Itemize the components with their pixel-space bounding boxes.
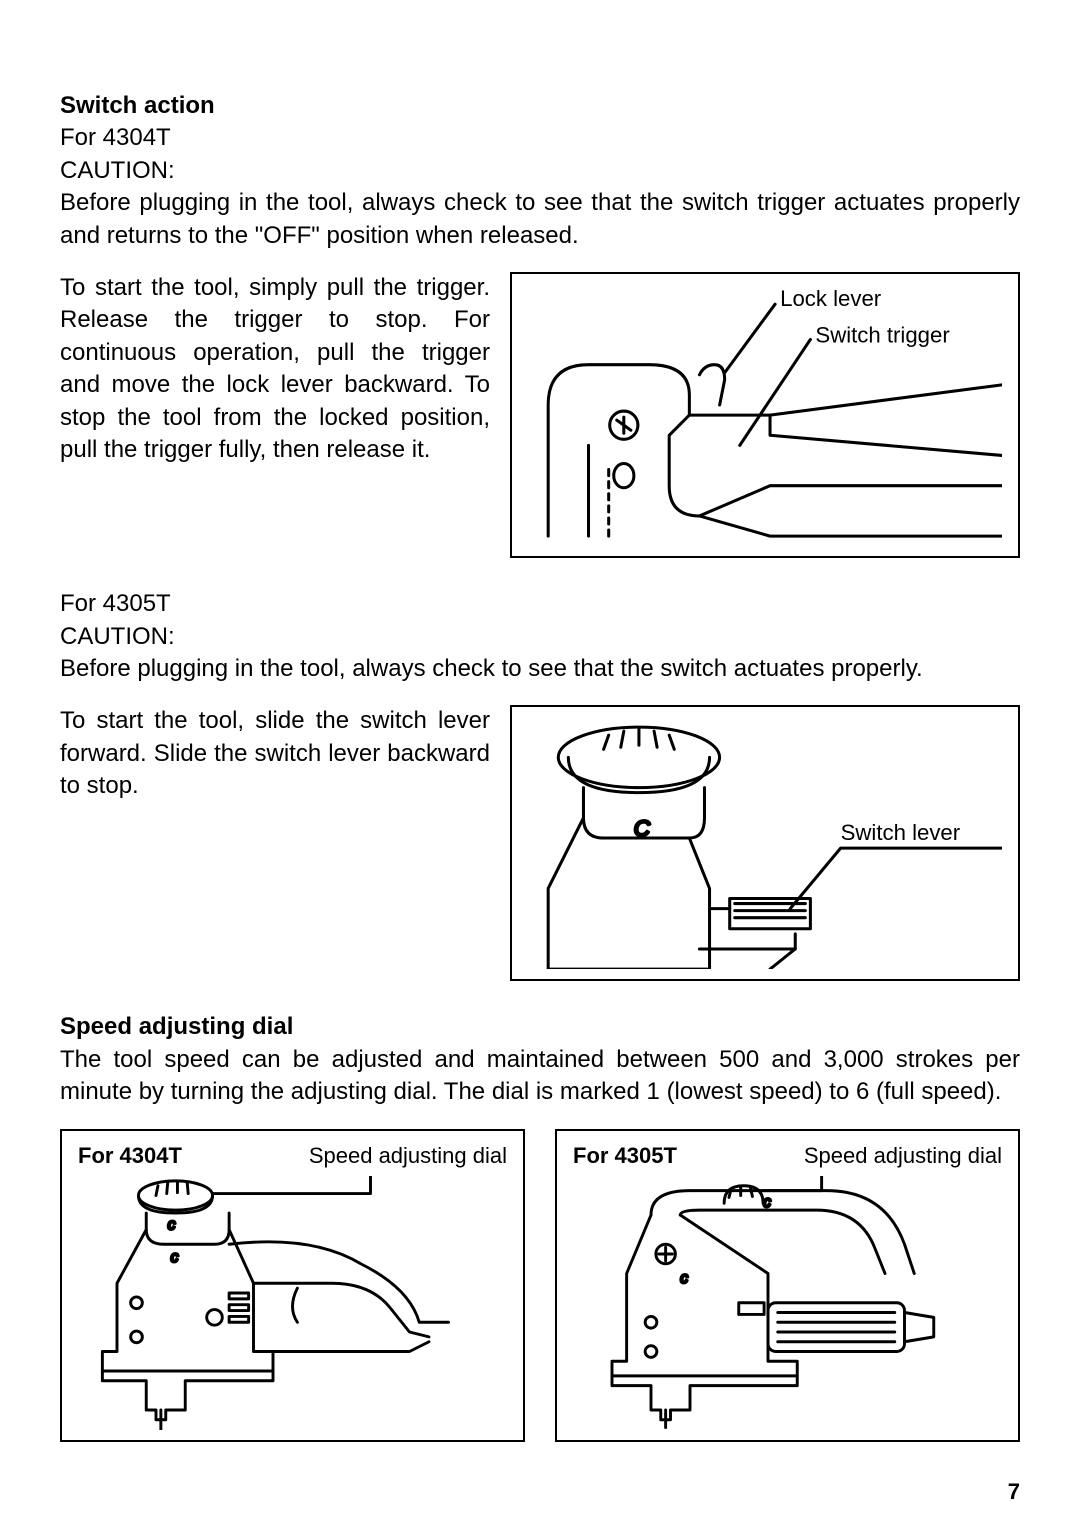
figure-label-lock-lever: Lock lever [780,286,882,311]
model-4305t-caution-label: CAUTION: [60,621,1020,653]
model-4304t-row: To start the tool, simply pull the trigg… [60,272,1020,558]
section-speed-dial-body: The tool speed can be adjusted and maint… [60,1044,1020,1109]
model-4304t-caution-label: CAUTION: [60,155,1020,187]
page-number: 7 [1008,1477,1020,1507]
model-4305t-body: To start the tool, slide the switch leve… [60,705,490,802]
model-4304t-body: To start the tool, simply pull the trigg… [60,272,490,466]
model-4305t-caution-text: Before plugging in the tool, always chec… [60,653,1020,685]
svg-text:c: c [171,1249,179,1266]
svg-text:c: c [168,1217,176,1234]
model-4304t-caution-text: Before plugging in the tool, always chec… [60,187,1020,252]
speed-dial-4305t-figure: For 4305T Speed adjusting dial c [555,1129,1020,1442]
figure-label-switch-trigger: Switch trigger [815,322,950,347]
speed-dial-4305t-caption: For 4305T [573,1141,677,1171]
speed-dial-figures-row: For 4304T Speed adjusting dial c c [60,1129,1020,1442]
figure-label-switch-lever: Switch lever [841,820,961,845]
speed-dial-4305t-label: Speed adjusting dial [804,1141,1002,1171]
section-speed-dial-title: Speed adjusting dial [60,1011,1020,1043]
jigsaw-4305t-switch-icon: C Switch lever [528,717,1002,969]
model-4305t-heading: For 4305T [60,588,1020,620]
svg-text:c: c [680,1271,688,1288]
model-4304t-heading: For 4304T [60,122,1020,154]
speed-dial-4304t-caption: For 4304T [78,1141,182,1171]
svg-text:c: c [763,1195,771,1212]
model-4305t-row: To start the tool, slide the switch leve… [60,705,1020,981]
speed-dial-4304t-label: Speed adjusting dial [309,1141,507,1171]
svg-text:C: C [634,816,651,841]
jigsaw-4304t-full-icon: c c [78,1176,507,1430]
jigsaw-4305t-full-icon: c c [573,1176,1002,1430]
manual-page: Switch action For 4304T CAUTION: Before … [0,0,1080,1537]
speed-dial-4304t-figure: For 4304T Speed adjusting dial c c [60,1129,525,1442]
model-4305t-figure: C Switch lever [510,705,1020,981]
section-switch-action-title: Switch action [60,90,1020,122]
model-4304t-figure: Lock lever Switch trigger [510,272,1020,558]
jigsaw-4304t-trigger-icon: Lock lever Switch trigger [528,284,1002,546]
